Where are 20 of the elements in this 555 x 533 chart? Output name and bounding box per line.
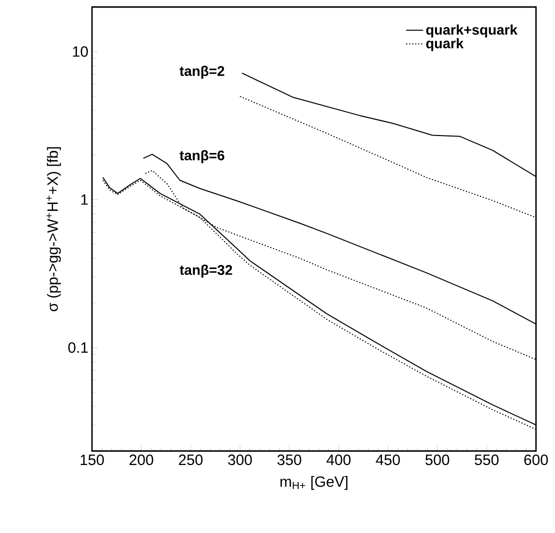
x-tick-label: 450 [376, 454, 400, 466]
y-tick-label: 1 [81, 194, 88, 205]
y-tick-label: 0.1 [68, 342, 88, 353]
x-tick-label: 600 [524, 454, 548, 466]
legend-label: quark+squark [426, 24, 518, 38]
y-tick-label: 10 [73, 46, 88, 57]
annotation: tanβ=2 [180, 66, 224, 79]
annotation: tanβ=6 [180, 150, 224, 164]
x-tick-label: 350 [277, 454, 302, 466]
x-tick-label: 300 [228, 454, 252, 466]
legend-label: quark [426, 38, 464, 52]
annotation: tanβ=32 [180, 264, 232, 278]
x-tick-label: 250 [178, 454, 203, 466]
x-tick-label: 400 [326, 454, 351, 466]
x-tick-label: 150 [80, 454, 104, 466]
y-axis-title: σ (pp->gg->W$^{+}$H$^{+}$+X) [fb] [46, 147, 61, 312]
x-tick-label: 500 [425, 454, 450, 466]
x-tick-label: 200 [130, 454, 154, 466]
x-tick-label: 550 [474, 454, 499, 466]
x-axis-title: m$_{H+}$ [GeV] [280, 476, 348, 490]
